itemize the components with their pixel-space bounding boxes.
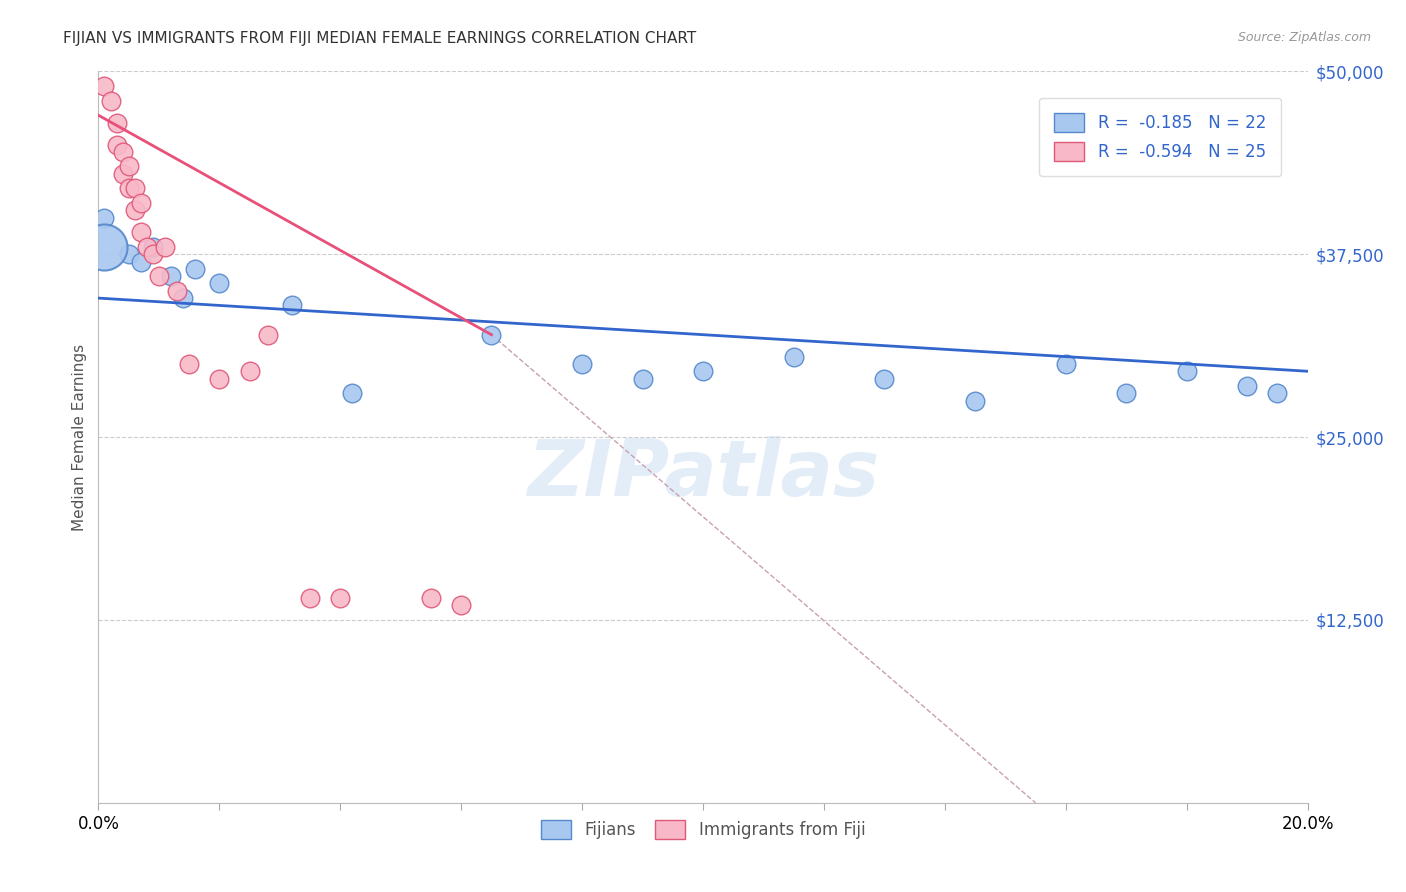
Point (179, 357, 201, 371)
Point (184, 261, 207, 276)
Point (100, 94, 122, 108)
Point (153, 240, 176, 254)
Point (1267, 386, 1289, 401)
Point (692, 364, 714, 378)
Point (1175, 364, 1198, 378)
Point (160, 269, 183, 284)
Point (450, 599, 472, 613)
Point (124, 203, 146, 218)
Point (873, 371, 896, 385)
Point (239, 364, 262, 378)
Point (142, 247, 165, 261)
Text: Source: ZipAtlas.com: Source: ZipAtlas.com (1237, 31, 1371, 45)
Point (1115, 386, 1137, 401)
Point (129, 196, 152, 211)
Text: FIJIAN VS IMMIGRANTS FROM FIJI MEDIAN FEMALE EARNINGS CORRELATION CHART: FIJIAN VS IMMIGRANTS FROM FIJI MEDIAN FE… (63, 31, 696, 46)
Point (124, 181, 146, 195)
Point (481, 327, 503, 342)
Point (631, 371, 654, 385)
Point (111, 167, 134, 181)
Point (148, 269, 170, 284)
Point (342, 386, 364, 401)
Point (105, 137, 128, 152)
Y-axis label: Median Female Earnings: Median Female Earnings (72, 343, 87, 531)
Legend: Fijians, Immigrants from Fiji: Fijians, Immigrants from Fiji (534, 814, 872, 846)
Point (93, 240, 115, 254)
Text: ZIPatlas: ZIPatlas (527, 435, 879, 512)
Point (105, 115, 128, 129)
Point (111, 145, 134, 159)
Point (118, 160, 141, 174)
Point (1236, 379, 1258, 393)
Point (208, 371, 231, 385)
Point (281, 298, 304, 312)
Point (93, 78, 115, 93)
Point (571, 357, 593, 371)
Point (142, 240, 165, 254)
Point (135, 240, 157, 254)
Point (299, 591, 322, 605)
Point (1054, 357, 1077, 371)
Point (420, 591, 443, 605)
Point (329, 591, 352, 605)
Point (118, 247, 141, 261)
Point (208, 277, 231, 291)
Point (129, 225, 152, 239)
Point (172, 291, 194, 305)
Point (783, 350, 806, 364)
Point (166, 284, 188, 298)
Point (118, 181, 141, 195)
Point (965, 393, 987, 408)
Point (256, 327, 278, 342)
Point (129, 254, 152, 268)
Point (93, 211, 115, 225)
